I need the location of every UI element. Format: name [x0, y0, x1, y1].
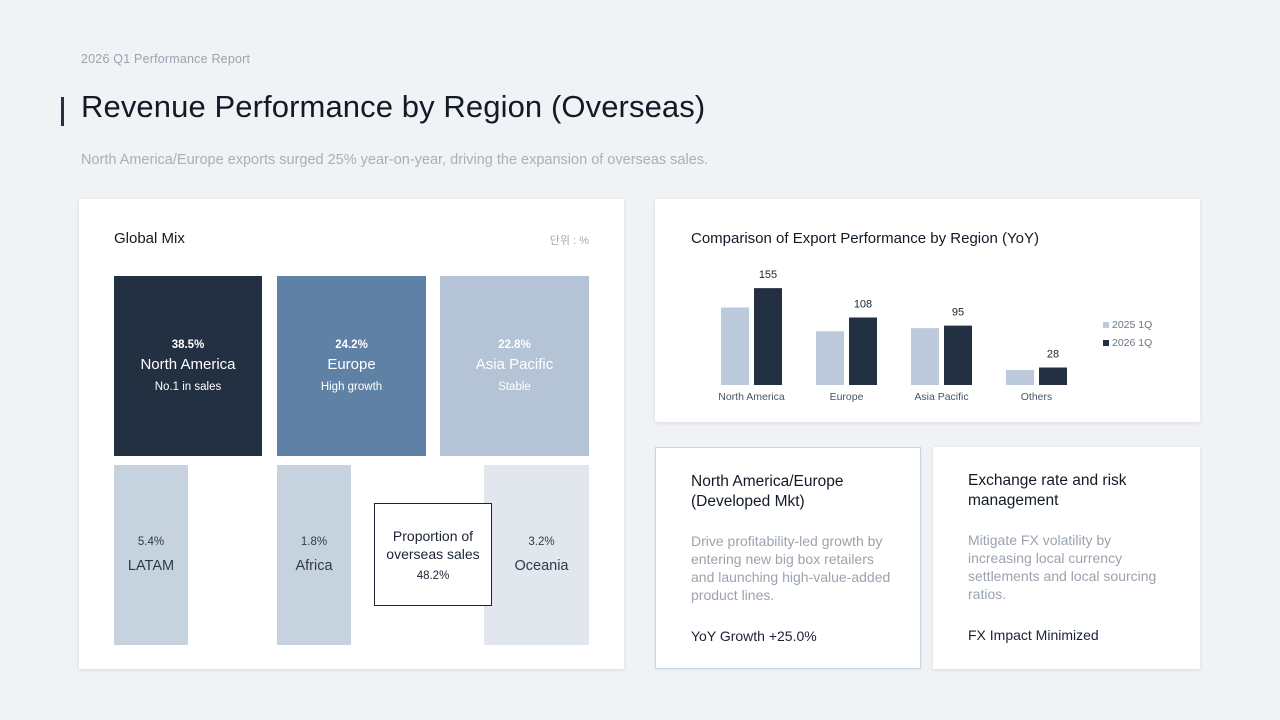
tile-africa[interactable]: 1.8% Africa	[277, 465, 351, 645]
tile-note: No.1 in sales	[154, 381, 222, 393]
tile-latam[interactable]: 5.4% LATAM	[114, 465, 188, 645]
developed-market-body: Drive profitability-led growth by enteri…	[691, 533, 891, 603]
tile-percent: 38.5%	[171, 339, 205, 351]
fx-risk-title: Exchange rate and risk management	[968, 472, 1127, 509]
tile-name: Oceania	[514, 558, 569, 574]
unit-label: 단위 : %	[549, 235, 589, 247]
x-tick-label: Asia Pacific	[914, 391, 968, 403]
overseas-proportion-value: 48.2%	[416, 570, 450, 582]
tile-name: LATAM	[127, 558, 175, 574]
tile-europe[interactable]: 24.2% Europe High growth	[277, 276, 426, 456]
tile-north-america[interactable]: 38.5% North America No.1 in sales	[114, 276, 262, 456]
legend-label: 2026 1Q	[1112, 337, 1152, 349]
title-accent-bar	[61, 97, 64, 126]
legend-swatch	[1103, 322, 1109, 328]
global-mix-title: Global Mix	[114, 230, 185, 247]
bar-value-label: 28	[1047, 349, 1059, 361]
legend-swatch	[1103, 340, 1109, 346]
legend-label: 2025 1Q	[1112, 319, 1152, 331]
bar-value-label: 155	[759, 269, 777, 281]
tile-percent: 5.4%	[137, 536, 165, 548]
tile-asia-pacific[interactable]: 22.8% Asia Pacific Stable	[440, 276, 589, 456]
bar-curr	[1039, 367, 1067, 385]
overseas-proportion-label: Proportion of overseas sales	[386, 528, 480, 562]
bar-prev	[1006, 370, 1034, 385]
tile-name: Asia Pacific	[475, 356, 554, 373]
tile-name: North America	[140, 356, 236, 373]
bar-value-label: 108	[854, 299, 872, 311]
tile-oceania[interactable]: 3.2% Oceania	[484, 465, 589, 645]
fx-risk-card[interactable]: Exchange rate and risk management Mitiga…	[933, 447, 1200, 669]
developed-market-card[interactable]: North America/Europe (Developed Mkt) Dri…	[655, 447, 921, 669]
bar-curr	[944, 325, 972, 385]
tile-percent: 3.2%	[528, 536, 555, 548]
export-bar-chart: 155 North America 108 Europe 95 Asia Pacific 2…	[718, 269, 1152, 403]
overseas-proportion-box: Proportion of overseas sales 48.2%	[374, 503, 492, 606]
chart-title: Comparison of Export Performance by Regi…	[691, 230, 1039, 247]
fx-risk-body: Mitigate FX volatility by increasing loc…	[968, 532, 1157, 602]
bar-prev	[816, 331, 844, 385]
tile-percent: 22.8%	[498, 339, 531, 351]
bar-curr	[754, 288, 782, 385]
page-title: Revenue Performance by Region (Overseas)	[81, 89, 706, 124]
bar-prev	[721, 307, 749, 385]
developed-market-metric: YoY Growth +25.0%	[691, 628, 817, 644]
fx-risk-metric: FX Impact Minimized	[968, 627, 1099, 643]
report-eyebrow: 2026 Q1 Performance Report	[81, 52, 251, 66]
bar-value-label: 95	[952, 307, 964, 319]
tile-percent: 24.2%	[335, 339, 368, 351]
x-tick-label: Others	[1021, 391, 1053, 403]
bar-prev	[911, 328, 939, 385]
export-comparison-card: Comparison of Export Performance by Regi…	[655, 199, 1200, 422]
global-mix-card: Global Mix 단위 : % 38.5% North America No…	[79, 199, 624, 669]
tile-name: Europe	[327, 356, 376, 373]
tile-note: Stable	[498, 381, 531, 393]
tile-note: High growth	[320, 381, 383, 393]
developed-market-title: North America/Europe (Developed Mkt)	[691, 473, 844, 510]
x-tick-label: North America	[718, 391, 785, 403]
bar-curr	[849, 317, 877, 385]
x-tick-label: Europe	[830, 391, 864, 403]
tile-percent: 1.8%	[300, 536, 328, 548]
tile-name: Africa	[295, 558, 333, 574]
page-subtitle: North America/Europe exports surged 25% …	[81, 152, 709, 168]
